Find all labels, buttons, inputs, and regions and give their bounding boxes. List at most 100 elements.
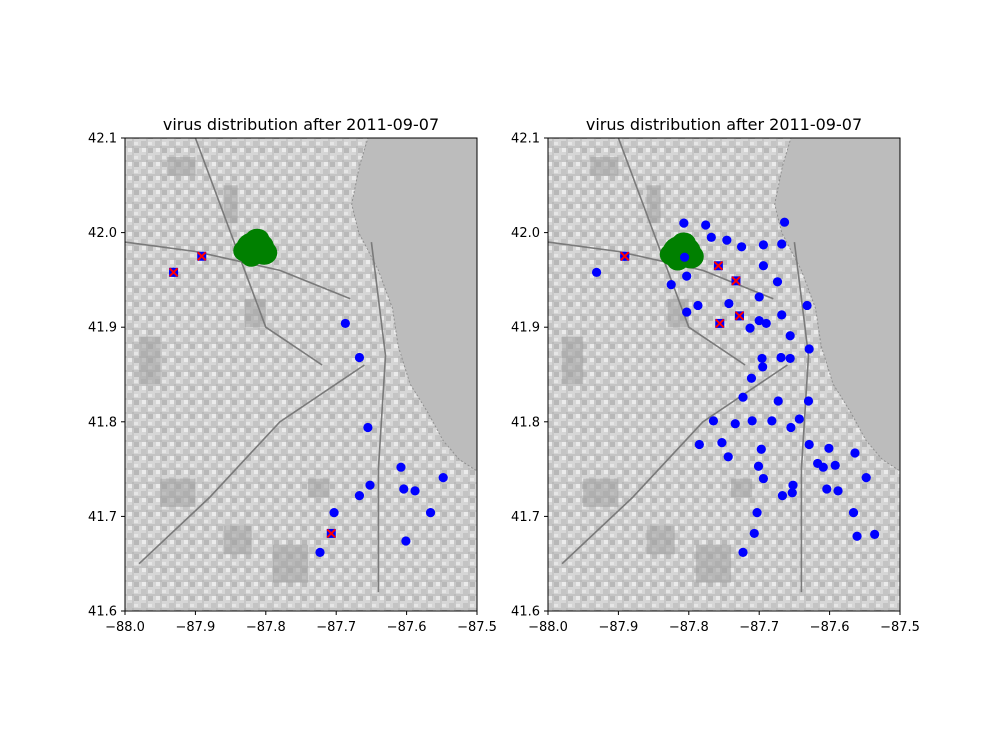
highway xyxy=(370,242,387,593)
trap-point xyxy=(708,416,719,426)
trap-point xyxy=(745,323,755,333)
lake-michigan xyxy=(351,137,478,472)
trap-point xyxy=(329,508,339,518)
trap-point xyxy=(365,480,375,490)
park-area xyxy=(646,525,675,555)
highway xyxy=(793,242,810,593)
trap-point xyxy=(753,461,764,471)
trap-point xyxy=(410,486,420,496)
trap-point xyxy=(756,444,766,454)
park-area xyxy=(695,544,732,583)
highway xyxy=(194,137,323,366)
park-area xyxy=(244,298,266,328)
highway xyxy=(124,241,351,300)
trap-point xyxy=(401,536,411,546)
trap-point xyxy=(758,261,769,271)
trap-point xyxy=(679,218,689,228)
trap-point xyxy=(776,352,786,363)
left-subplot: virus distribution after 2011-09-07 −88.… xyxy=(88,115,497,635)
x-tick-label: −87.9 xyxy=(598,620,638,635)
lake-michigan xyxy=(774,137,901,472)
trap-point xyxy=(754,292,764,302)
trap-point xyxy=(788,480,798,490)
trap-point xyxy=(802,300,812,311)
highway xyxy=(617,137,746,366)
highway xyxy=(138,364,365,565)
trap-point xyxy=(761,318,771,329)
trap-point xyxy=(682,307,692,317)
y-tick-label: 41.9 xyxy=(88,321,117,336)
spray-area xyxy=(659,232,704,271)
trap-point xyxy=(777,490,788,501)
right-plot-title: virus distribution after 2011-09-07 xyxy=(586,115,862,134)
trap-point xyxy=(315,547,325,557)
map-background xyxy=(124,137,478,611)
y-tick-label: 42.0 xyxy=(511,226,540,241)
virus-marker xyxy=(713,261,724,271)
trap-point xyxy=(861,473,871,483)
trap-point xyxy=(340,318,350,329)
right-subplot: virus distribution after 2011-09-07 −88.… xyxy=(511,115,920,635)
trap-point xyxy=(772,277,783,287)
trap-point xyxy=(723,452,733,462)
trap-point xyxy=(758,473,769,484)
x-tick-label: −87.5 xyxy=(457,620,497,635)
trap-point xyxy=(591,267,602,277)
trap-point xyxy=(785,353,795,364)
park-area xyxy=(731,478,753,498)
y-tick-label: 41.9 xyxy=(511,321,540,336)
x-tick-label: −87.8 xyxy=(246,620,286,635)
trap-point xyxy=(399,484,409,494)
trap-point xyxy=(758,240,769,250)
x-tick-label: −87.6 xyxy=(387,620,427,635)
trap-point xyxy=(850,448,860,458)
trap-point xyxy=(773,396,783,406)
trap-point xyxy=(354,352,365,363)
y-tick-label: 41.8 xyxy=(88,415,117,430)
park-area xyxy=(562,336,584,384)
trap-point xyxy=(749,528,759,539)
trap-point xyxy=(777,310,787,320)
x-tick-label: −87.7 xyxy=(739,620,779,635)
trap-point xyxy=(722,235,732,245)
left-axis-ticks: −88.0 −87.9 −87.8 −87.7 −87.6 −87.5 41.6 41.7 41… xyxy=(88,132,497,636)
y-tick-label: 41.6 xyxy=(511,605,540,620)
trap-point xyxy=(363,422,373,433)
trap-point xyxy=(754,315,764,326)
trap-point xyxy=(794,414,804,424)
trap-point xyxy=(830,460,840,470)
trap-point xyxy=(666,280,676,290)
trap-point xyxy=(396,462,406,472)
trap-point xyxy=(785,331,795,341)
trap-point xyxy=(822,484,832,494)
trap-point xyxy=(848,508,859,518)
trap-point xyxy=(425,508,436,518)
park-area xyxy=(590,156,619,176)
trap-point xyxy=(679,252,690,262)
trap-point xyxy=(730,419,740,429)
park-area xyxy=(667,298,689,328)
trap-point xyxy=(758,362,768,372)
right-axis-ticks: −88.0 −87.9 −87.8 −87.7 −87.6 −87.5 41.6 41.7 41… xyxy=(511,132,920,636)
trap-point xyxy=(752,508,762,518)
y-tick-label: 41.7 xyxy=(511,510,540,525)
trap-point xyxy=(438,473,448,483)
trap-point xyxy=(747,416,757,426)
park-area xyxy=(139,336,161,384)
map-background xyxy=(547,137,901,611)
trap-point xyxy=(694,439,704,450)
park-area xyxy=(583,478,619,507)
park-area xyxy=(167,156,196,176)
trap-point xyxy=(804,344,814,354)
left-axes-frame xyxy=(124,137,478,612)
park-area xyxy=(308,478,330,498)
trap-point xyxy=(682,271,692,281)
x-tick-label: −87.7 xyxy=(316,620,356,635)
trap-point xyxy=(833,486,843,496)
trap-point xyxy=(706,232,716,242)
trap-point xyxy=(777,239,787,249)
trap-point xyxy=(767,416,777,426)
park-area xyxy=(272,544,309,583)
trap-point xyxy=(824,443,834,453)
virus-marker xyxy=(731,276,741,286)
